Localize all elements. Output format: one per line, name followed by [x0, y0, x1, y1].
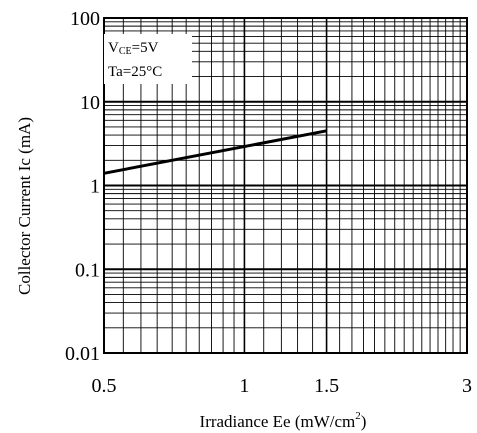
plot-frame	[103, 17, 468, 354]
y-tick-label: 1	[90, 176, 100, 198]
y-tick-label: 100	[70, 8, 100, 30]
y-tick-labels: 0.01 0.1 1 10 100	[65, 8, 100, 365]
grid	[103, 18, 468, 354]
y-tick-label: 10	[80, 92, 100, 114]
x-tick-label: 3	[462, 375, 472, 397]
series-line-0	[103, 129, 327, 175]
y-tick-label: 0.01	[65, 343, 100, 365]
x-tick-labels: 0.5 1 1.5 3	[92, 375, 473, 397]
x-axis-title: Irradiance Ee (mW/cm2)	[200, 410, 367, 431]
annotation-box: VCE=5V Ta=25°C	[104, 34, 192, 84]
series-layer	[103, 129, 327, 175]
annotation-ta: Ta=25°C	[108, 64, 162, 80]
x-tick-label: 1.5	[314, 375, 339, 397]
x-tick-label: 0.5	[92, 375, 117, 397]
x-tick-label: 1	[239, 375, 249, 397]
y-axis-title: Collector Current Ic (mA)	[15, 117, 34, 295]
annotation-vce: VCE=5V	[108, 40, 159, 57]
y-tick-label: 0.1	[75, 259, 100, 281]
